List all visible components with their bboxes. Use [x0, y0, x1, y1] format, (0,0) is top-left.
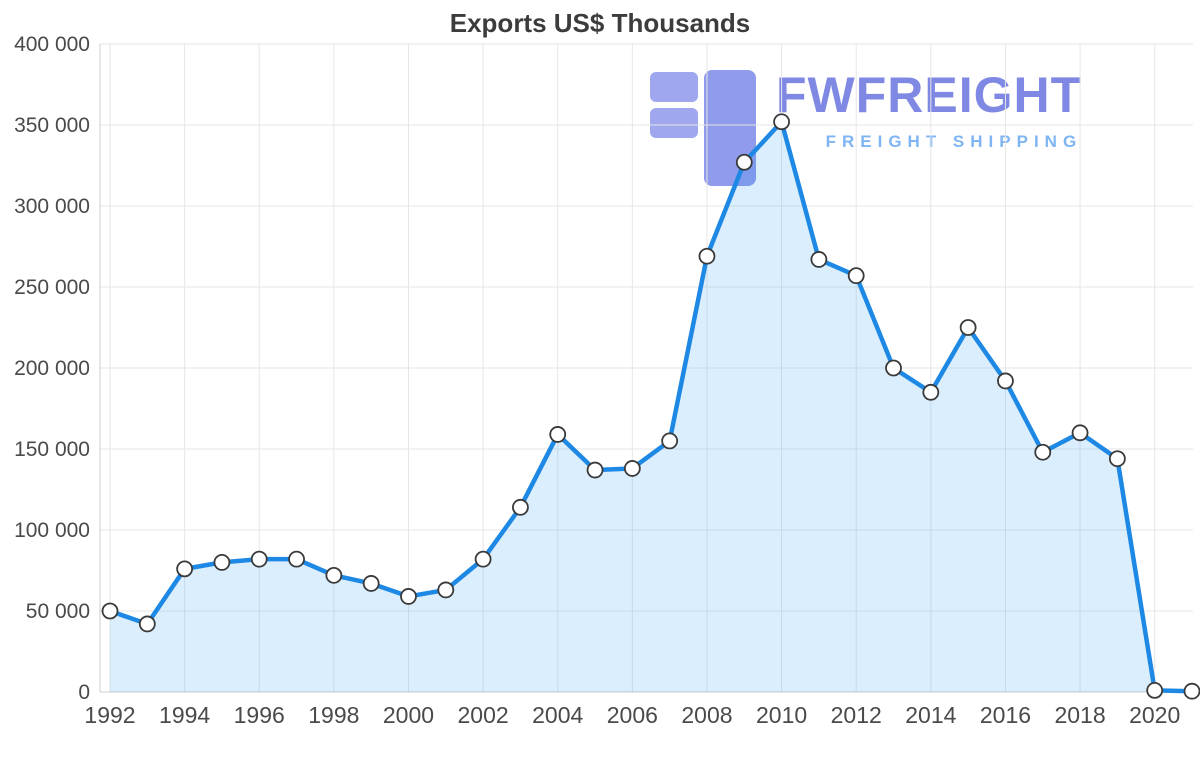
data-point-marker [1183, 682, 1200, 700]
x-tick-label: 2018 [1054, 702, 1105, 728]
y-tick-label: 0 [78, 681, 90, 704]
x-tick-label: 2002 [458, 702, 509, 728]
x-tick-label: 2012 [831, 702, 882, 728]
y-tick-label: 250 000 [14, 276, 90, 299]
data-point-marker [325, 566, 343, 584]
x-tick-label: 2020 [1129, 702, 1180, 728]
y-tick-label: 200 000 [14, 357, 90, 380]
data-point-marker [549, 426, 567, 443]
y-tick-label: 150 000 [14, 438, 90, 461]
data-point-marker [661, 432, 679, 450]
y-tick-label: 400 000 [14, 33, 90, 56]
data-point-marker [959, 319, 977, 336]
data-point-marker [586, 461, 604, 479]
x-tick-label: 1998 [308, 702, 359, 728]
x-tick-label: 1992 [84, 702, 135, 728]
watermark-brand: FWFREIGHT [776, 67, 1083, 123]
data-point-marker [885, 359, 902, 377]
data-point-marker [1108, 450, 1126, 468]
y-tick-label: 350 000 [14, 114, 90, 137]
x-tick-label: 2016 [980, 702, 1031, 728]
x-tick-label: 1996 [234, 702, 285, 728]
data-point-marker [735, 153, 753, 171]
data-point-marker [362, 575, 380, 592]
data-point-marker [474, 550, 492, 568]
x-tick-label: 2010 [756, 702, 807, 728]
data-point-marker [101, 602, 119, 620]
data-point-marker [400, 588, 417, 605]
data-point-marker [138, 615, 156, 633]
data-point-marker [512, 498, 529, 516]
data-point-marker [997, 372, 1014, 390]
data-point-marker [288, 550, 305, 568]
exports-area [110, 121, 1192, 692]
data-point-marker [623, 460, 641, 477]
data-point-marker [922, 383, 940, 401]
x-tick-label: 2004 [532, 702, 583, 728]
data-point-marker [847, 267, 865, 285]
y-tick-label: 50 000 [26, 600, 90, 623]
chart-title: Exports US$ Thousands [449, 8, 751, 38]
y-tick-label: 300 000 [14, 195, 90, 218]
x-tick-label: 2008 [681, 702, 732, 728]
x-tick-label: 2006 [607, 702, 658, 728]
x-tick-label: 2000 [383, 702, 434, 728]
data-point-marker [810, 251, 828, 268]
x-tick-label: 1994 [159, 702, 210, 728]
data-point-marker [773, 113, 790, 131]
data-point-marker [176, 560, 194, 578]
x-tick-label: 2014 [905, 702, 956, 728]
data-point-marker [250, 550, 268, 568]
watermark-logo-icon [650, 70, 756, 186]
watermark: FWFREIGHT FREIGHT SHIPPING [650, 70, 1082, 186]
data-point-marker [1034, 443, 1052, 461]
data-point-marker [437, 581, 455, 599]
watermark-text: FWFREIGHT FREIGHT SHIPPING [776, 70, 1082, 152]
data-point-marker [1071, 424, 1089, 442]
data-point-marker [1146, 681, 1164, 699]
y-tick-label: 100 000 [14, 519, 90, 542]
data-point-marker [213, 554, 231, 571]
data-point-marker [698, 247, 716, 265]
watermark-tagline: FREIGHT SHIPPING [825, 132, 1083, 151]
